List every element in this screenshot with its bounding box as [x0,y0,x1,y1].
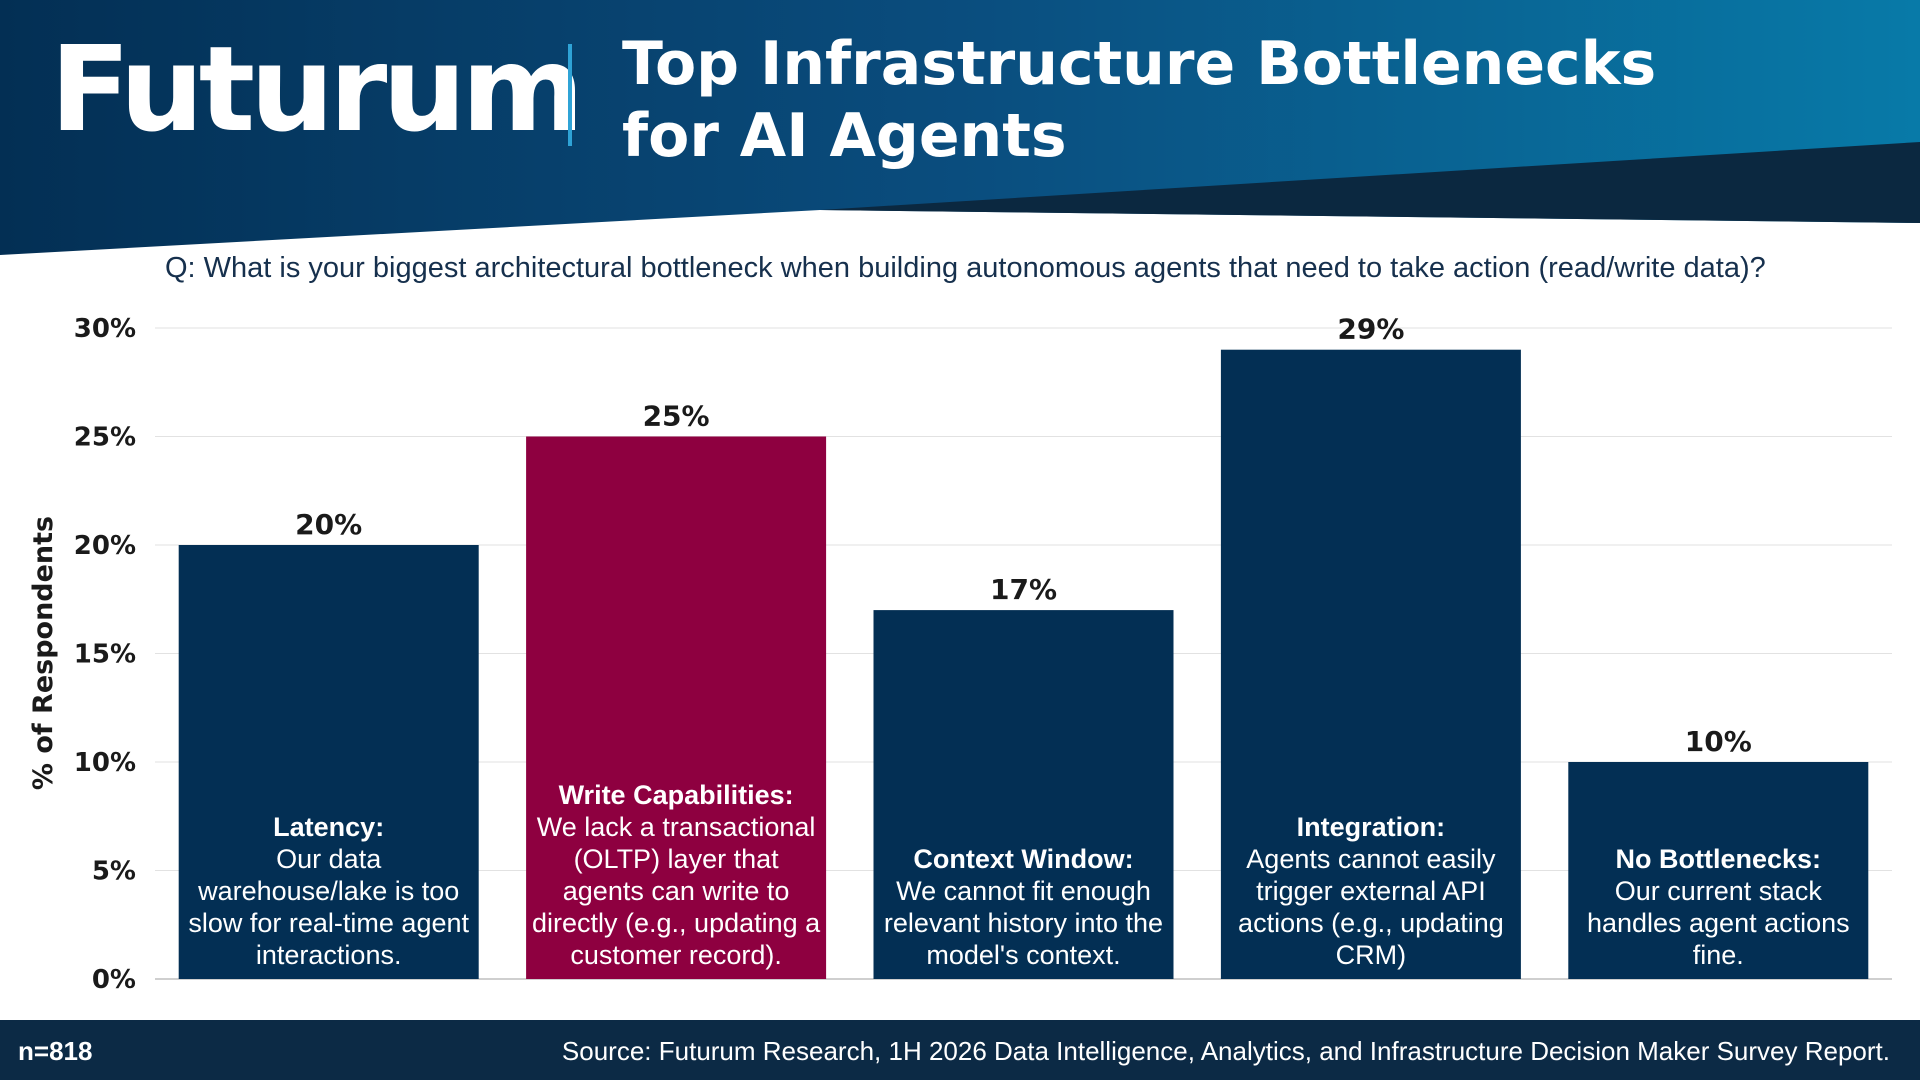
category-label: Context Window: [913,844,1134,874]
bar [1568,762,1869,979]
bar-description: Integration: Agents cannot easily trigger… [1221,811,1521,971]
category-description: We lack a transactional (OLTP) layer tha… [532,812,821,970]
category-description: We cannot fit enough relevant history in… [883,876,1164,970]
bar-description: Write Capabilities: We lack a transaction… [526,779,826,971]
futurum-logo: Futurum [50,20,584,158]
category-label: No Bottlenecks: [1615,844,1822,874]
survey-question: Q: What is your biggest architectural bo… [165,252,1766,284]
data-label: 10% [1685,725,1752,758]
chart-title: Top Infrastructure Bottlenecks for AI Ag… [622,29,1657,171]
y-tick-label: 10% [74,748,136,778]
category-label: Latency: [273,812,385,842]
y-tick-label: 0% [92,965,136,995]
logo-divider [568,44,572,146]
data-label: 20% [295,508,362,541]
y-tick-label: 5% [92,857,136,887]
header-banner: Futurum Top Infrastructure Bottlenecks f… [0,0,1920,260]
data-label: 17% [990,573,1057,606]
y-tick-label: 30% [74,314,136,344]
category-description: Our data warehouse/lake is too slow for … [188,844,469,970]
bar-chart: 0% 5% 10% 15% 20% 25% 30% % of Respondents 20% 25… [28,313,1892,995]
bar [1220,349,1521,979]
bar [178,545,479,979]
y-axis-label: % of Respondents [28,516,59,790]
category-label: Integration: [1296,812,1446,842]
bar-description: Latency: Our data warehouse/lake is too s… [179,811,479,971]
bar-description: No Bottlenecks: Our current stack handles… [1568,843,1868,971]
footer: n=818 Source: Futurum Research, 1H 2026 … [0,1020,1920,1080]
bar [873,610,1174,979]
sample-size: n=818 [18,1036,93,1066]
data-label: 29% [1337,313,1404,346]
y-tick-label: 20% [74,531,136,561]
bar-description: Context Window: We cannot fit enough rele… [874,843,1174,971]
category-description: Agents cannot easily trigger external AP… [1238,844,1504,970]
header-background [0,0,1920,255]
category-description: Our current stack handles agent actions … [1586,876,1850,970]
y-tick-label: 15% [74,640,136,670]
data-label: 25% [643,400,710,433]
category-label: Write Capabilities: [558,780,794,810]
bar [526,436,827,979]
y-tick-label: 25% [74,423,136,453]
source-note: Source: Futurum Research, 1H 2026 Data I… [561,1036,1890,1066]
